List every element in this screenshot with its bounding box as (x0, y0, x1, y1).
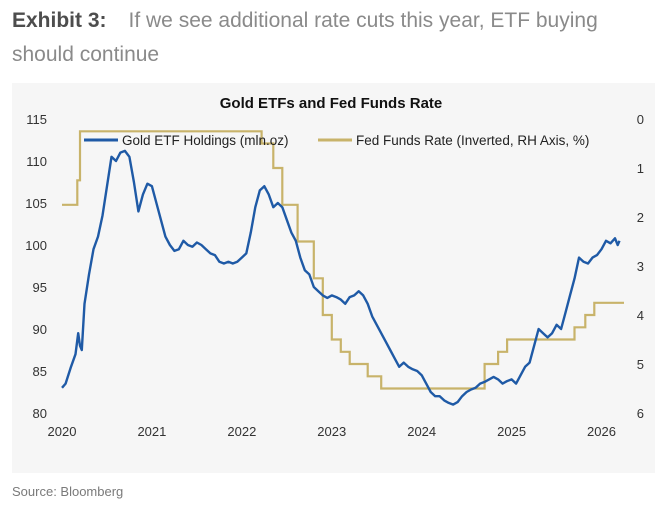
y-left-tick-label: 95 (33, 280, 47, 295)
source-note: Source: Bloomberg (12, 484, 124, 499)
chart-panel: Gold ETFs and Fed Funds Rate 80 85 90 95 100… (12, 83, 655, 473)
x-tick-label: 2022 (227, 424, 256, 439)
y-right-tick-label: 5 (637, 357, 644, 372)
y-right-tick-label: 4 (637, 308, 644, 323)
y-left-tick-label: 90 (33, 322, 47, 337)
x-tick-label: 2020 (48, 424, 77, 439)
y-left-tick-label: 80 (33, 406, 47, 421)
y-right-tick-label: 6 (637, 406, 644, 421)
exhibit-heading: Exhibit 3: If we see additional rate cuts… (12, 4, 652, 72)
legend-label-fed-funds: Fed Funds Rate (Inverted, RH Axis, %) (356, 133, 589, 148)
y-right-tick-label: 2 (637, 210, 644, 225)
exhibit-title: If we see additional rate cuts this year… (12, 9, 598, 66)
y-right-tick-label: 1 (637, 161, 644, 176)
legend: Gold ETF Holdings (mln.oz) Fed Funds Rate… (84, 133, 589, 148)
gold-etf-holdings-line (61, 149, 621, 406)
y-left-tick-label: 105 (25, 196, 47, 211)
x-tick-label: 2024 (407, 424, 436, 439)
x-tick-label: 2023 (317, 424, 346, 439)
chart-svg: Gold ETFs and Fed Funds Rate 80 85 90 95 100… (25, 95, 644, 439)
y-right-tick-label: 0 (637, 112, 644, 127)
chart-title: Gold ETFs and Fed Funds Rate (220, 95, 443, 112)
axes-layer: 80 85 90 95 100 105 110 115 0 1 2 3 4 5 6 2020 2021 2022 2… (25, 112, 644, 439)
y-left-tick-label: 100 (25, 238, 47, 253)
x-tick-label: 2026 (587, 424, 616, 439)
x-tick-label: 2021 (137, 424, 166, 439)
legend-label-gold-etf: Gold ETF Holdings (mln.oz) (122, 133, 289, 148)
series-layer (61, 130, 624, 406)
y-left-tick-label: 110 (26, 154, 47, 169)
y-right-tick-label: 3 (637, 259, 644, 274)
exhibit-label: Exhibit 3: (12, 9, 107, 32)
fed-funds-rate-line (62, 130, 624, 390)
y-left-tick-label: 85 (33, 364, 47, 379)
x-tick-label: 2025 (497, 424, 526, 439)
y-left-tick-label: 115 (26, 112, 47, 127)
